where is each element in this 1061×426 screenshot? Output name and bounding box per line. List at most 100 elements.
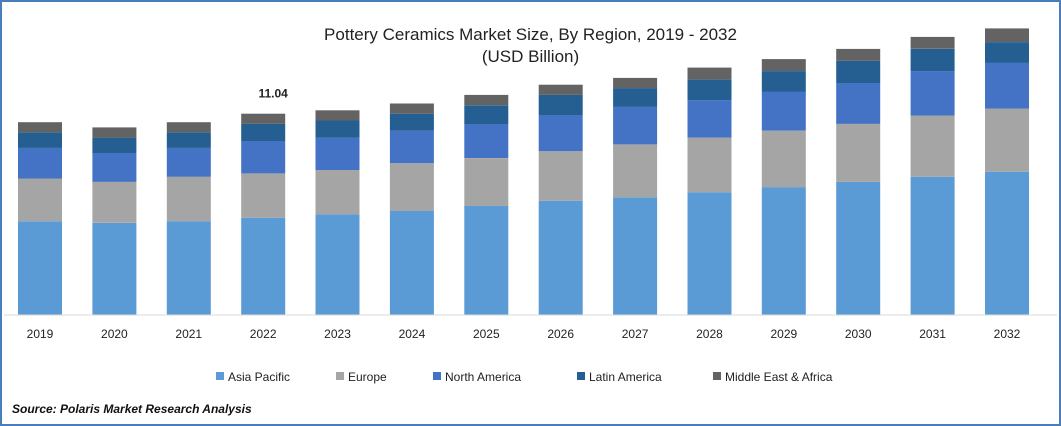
bar-2029-series-0 (761, 187, 806, 315)
x-tick-2023: 2023 (324, 327, 351, 341)
x-tick-2026: 2026 (547, 327, 574, 341)
bar-2030-series-4 (836, 48, 881, 61)
bar-2025-series-0 (464, 205, 509, 315)
legend-swatch-3 (577, 372, 585, 380)
legend-swatch-0 (216, 372, 224, 380)
bar-2025-series-3 (464, 105, 509, 124)
bar-2031-series-2 (910, 71, 955, 116)
bar-2023-series-1 (315, 170, 360, 215)
bar-2028-series-1 (687, 137, 732, 193)
bar-2032-series-4 (985, 28, 1029, 42)
bar-2031-series-4 (910, 36, 955, 49)
bar-2027-series-4 (613, 77, 658, 89)
x-tick-2028: 2028 (696, 327, 723, 341)
bar-2024-series-3 (389, 113, 434, 131)
x-tick-2020: 2020 (101, 327, 128, 341)
bar-2021-series-0 (166, 221, 211, 315)
x-tick-2021: 2021 (175, 327, 202, 341)
bar-2028-series-4 (687, 67, 732, 80)
bar-2024-series-4 (389, 103, 434, 114)
legend-label-2: North America (445, 370, 521, 384)
legend-swatch-1 (336, 372, 344, 380)
bar-2030-series-3 (836, 60, 881, 83)
bar-2027-series-2 (613, 106, 658, 145)
bar-2024-series-1 (389, 163, 434, 211)
x-tick-2025: 2025 (473, 327, 500, 341)
bar-2031-series-0 (910, 176, 955, 315)
bar-2021-series-1 (166, 176, 211, 222)
bar-2029-series-2 (761, 91, 806, 131)
bar-2032-series-2 (985, 62, 1029, 109)
bar-2024-series-2 (389, 130, 434, 164)
bar-2027-series-0 (613, 197, 658, 315)
data-label-2022: 11.04 (258, 87, 288, 101)
bar-2028-series-3 (687, 79, 732, 101)
bar-2028-series-2 (687, 100, 732, 138)
legend-swatch-2 (433, 372, 441, 380)
legend-swatch-4 (713, 372, 721, 380)
bar-2032-series-0 (985, 171, 1029, 315)
bar-2021-series-3 (166, 132, 211, 148)
x-tick-2019: 2019 (27, 327, 54, 341)
bar-2019-series-1 (18, 178, 62, 222)
bar-2022-series-4 (241, 113, 286, 124)
bar-2032-series-3 (985, 42, 1029, 63)
bar-2019-series-4 (18, 122, 62, 133)
bar-2020-series-2 (92, 152, 137, 182)
x-tick-labels: 2019 2020 2021 2022 2023 2024 2025 2026 2027 2028… (27, 327, 1021, 341)
bar-2025-series-1 (464, 158, 509, 206)
bar-2026-series-4 (538, 84, 583, 95)
bar-2023-series-0 (315, 214, 360, 315)
bar-2020-series-4 (92, 127, 137, 138)
legend-label-3: Latin America (589, 370, 662, 384)
legend-label-4: Middle East & Africa (725, 370, 833, 384)
bar-2030-series-2 (836, 83, 881, 124)
bar-2020-series-1 (92, 181, 137, 223)
bar-2024-series-0 (389, 210, 434, 315)
bar-2026-series-3 (538, 94, 583, 116)
bar-2027-series-3 (613, 88, 658, 107)
bar-2019-series-2 (18, 147, 62, 179)
x-tick-2030: 2030 (845, 327, 872, 341)
bar-2020-series-0 (92, 222, 137, 315)
bar-2025-series-2 (464, 123, 509, 158)
bar-2022-series-2 (241, 141, 286, 174)
bar-2031-series-3 (910, 48, 955, 72)
source-note: Source: Polaris Market Research Analysis (12, 402, 252, 416)
bar-2021-series-4 (166, 122, 211, 133)
bar-2020-series-3 (92, 137, 137, 153)
x-tick-2022: 2022 (250, 327, 277, 341)
bar-2022-series-3 (241, 123, 286, 141)
bar-2031-series-1 (910, 115, 955, 177)
x-tick-2032: 2032 (994, 327, 1021, 341)
bar-2021-series-2 (166, 147, 211, 177)
bar-2019-series-0 (18, 221, 62, 315)
bar-2032-series-1 (985, 108, 1029, 172)
x-tick-2024: 2024 (399, 327, 426, 341)
bar-2023-series-2 (315, 137, 360, 170)
bar-2019-series-3 (18, 132, 62, 148)
bar-2029-series-3 (761, 71, 806, 92)
bar-2030-series-1 (836, 123, 881, 182)
bar-2022-series-0 (241, 217, 286, 315)
bar-2029-series-1 (761, 130, 806, 188)
legend-label-0: Asia Pacific (228, 370, 290, 384)
bar-2026-series-0 (538, 200, 583, 315)
bar-2030-series-0 (836, 181, 881, 315)
x-tick-2027: 2027 (622, 327, 649, 341)
bars-layer (18, 28, 1029, 315)
bar-2029-series-4 (761, 59, 806, 71)
annotation-layer: 11.04 (258, 87, 288, 101)
bar-2027-series-1 (613, 144, 658, 198)
bar-2026-series-1 (538, 151, 583, 201)
chart-subtitle: (USD Billion) (481, 47, 580, 66)
x-tick-2029: 2029 (770, 327, 797, 341)
x-tick-2031: 2031 (919, 327, 946, 341)
bar-2023-series-4 (315, 110, 360, 121)
bar-2023-series-3 (315, 120, 360, 138)
chart-title: Pottery Ceramics Market Size, By Region,… (324, 25, 737, 44)
legend: Asia Pacific Europe North America Latin Ame… (216, 370, 833, 384)
bar-2022-series-1 (241, 173, 286, 218)
bar-2026-series-2 (538, 115, 583, 152)
